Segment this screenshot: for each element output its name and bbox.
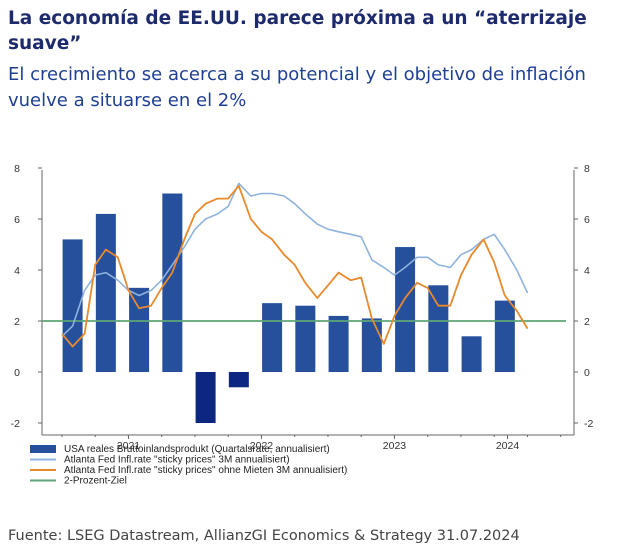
chart: -2 -2 0 0 2 2 4 4 6 6 8 8 2021 2022 2023 2024 USA reale… — [11, 163, 594, 487]
y-tick-label-left: -2 — [11, 418, 20, 430]
chart-title: La economía de EE.UU. parece próxima a u… — [8, 8, 587, 54]
gdp-bar — [328, 315, 349, 372]
gdp-bar — [195, 372, 216, 423]
chart-subtitle: El crecimiento se acerca a su potencial … — [8, 64, 586, 111]
sticky-prices-ex-rent-line — [61, 184, 529, 348]
bar-series — [62, 193, 515, 423]
gdp-bar — [361, 318, 382, 372]
y-tick-label-right: 6 — [584, 214, 590, 226]
legend-label: 2-Prozent-Ziel — [64, 476, 127, 487]
gdp-bar — [62, 239, 83, 372]
line-series — [42, 182, 566, 348]
gdp-bar — [262, 303, 283, 372]
y-tick-label-right: 4 — [584, 265, 590, 277]
sticky-prices-line — [61, 182, 529, 337]
x-tick-label: 2024 — [496, 440, 520, 452]
gdp-bar — [494, 300, 515, 372]
gdp-bar — [162, 193, 183, 372]
gdp-bar — [129, 287, 150, 372]
y-tick-label-right: 8 — [584, 163, 590, 175]
gdp-bar — [95, 213, 116, 372]
gdp-bar — [428, 285, 449, 372]
legend-swatch-bar — [30, 445, 56, 453]
gdp-bar — [395, 247, 416, 372]
y-tick-label-left: 2 — [14, 316, 20, 328]
legend-label: Atlanta Fed Infl.rate "sticky prices" 3M… — [64, 455, 290, 466]
x-tick-label: 2023 — [383, 440, 407, 452]
y-tick-label-left: 6 — [14, 214, 20, 226]
y-tick-label-right: -2 — [584, 418, 593, 430]
gdp-bar — [461, 336, 482, 372]
y-tick-label-left: 4 — [14, 265, 20, 277]
y-tick-label-right: 0 — [584, 367, 590, 379]
legend: USA reales Bruttoinlandsprodukt (Quartal… — [30, 444, 347, 487]
legend-label: USA reales Bruttoinlandsprodukt (Quartal… — [64, 444, 330, 455]
legend-label: Atlanta Fed Infl.rate "sticky prices" oh… — [64, 465, 347, 476]
x-tick-label: 2022 — [250, 440, 274, 452]
y-tick-label-left: 0 — [14, 367, 20, 379]
source-note: Fuente: LSEG Datastream, AllianzGI Econo… — [8, 528, 520, 544]
gdp-bar — [228, 372, 249, 388]
y-tick-label-right: 2 — [584, 316, 590, 328]
axes: -2 -2 0 0 2 2 4 4 6 6 8 8 2021 2022 2023 2024 — [11, 163, 594, 452]
gdp-bar — [295, 305, 316, 372]
x-tick-label: 2021 — [117, 440, 141, 452]
y-tick-label-left: 8 — [14, 163, 20, 175]
